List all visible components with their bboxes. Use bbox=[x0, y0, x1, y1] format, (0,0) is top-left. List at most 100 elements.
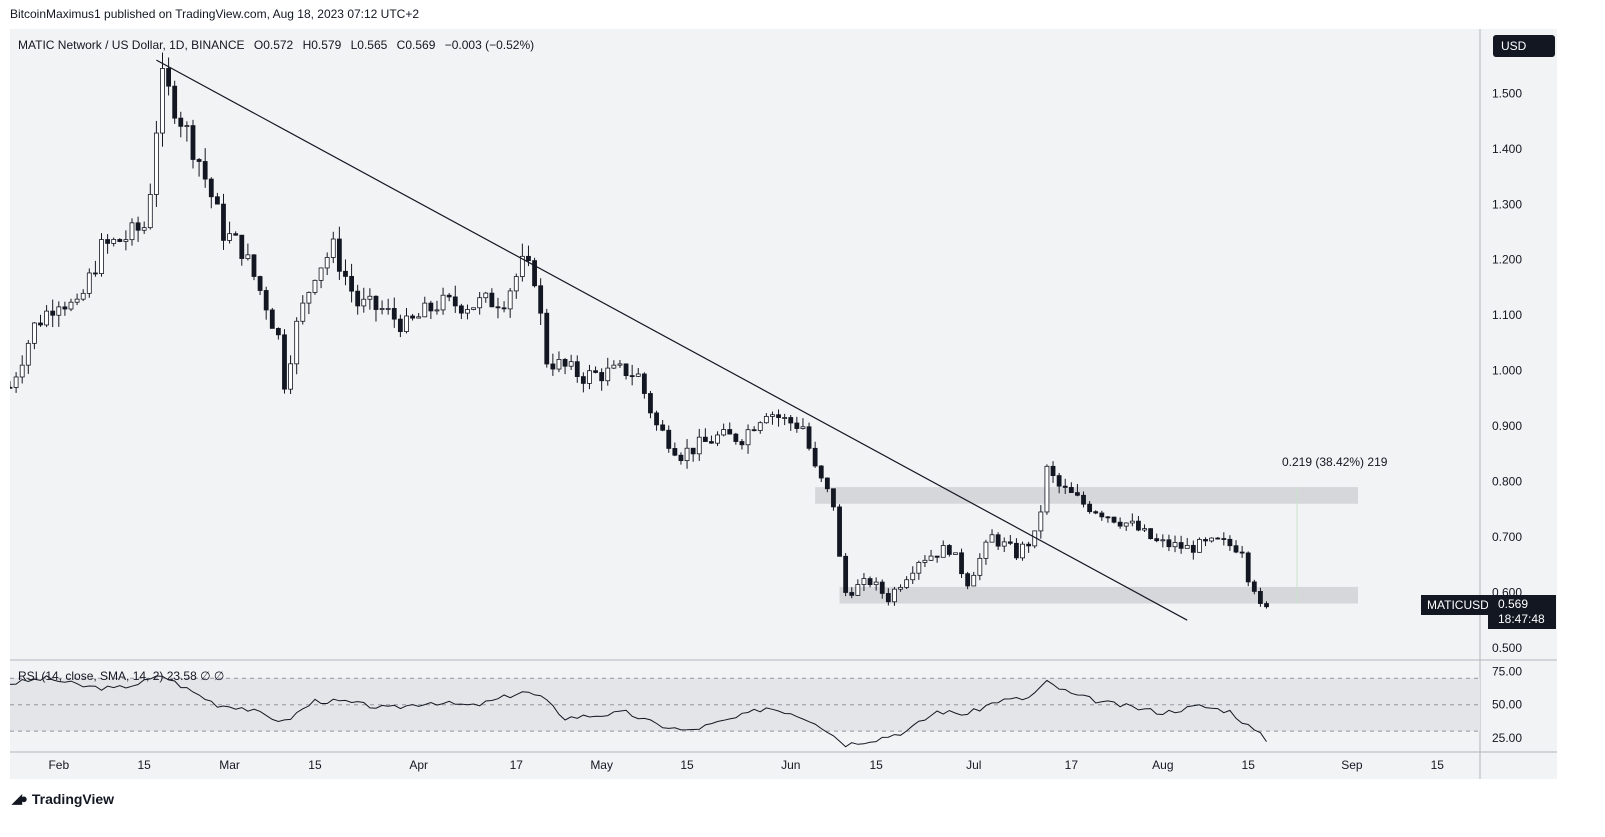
published-caption: BitcoinMaximus1 published on TradingView… bbox=[10, 7, 420, 21]
candle-body bbox=[873, 581, 879, 586]
price-tick-label: 0.700 bbox=[1492, 530, 1522, 544]
time-tick-label: 17 bbox=[1065, 758, 1079, 772]
candle-body bbox=[946, 545, 952, 555]
candle-body bbox=[428, 302, 434, 312]
candle-body bbox=[1233, 545, 1239, 553]
chart-area[interactable]: 1.500 1.400 1.300 1.200 1.100 1.000 0.900 0.800… bbox=[10, 29, 1557, 779]
candle-body bbox=[885, 593, 891, 603]
candle-body bbox=[934, 555, 940, 558]
candle-body bbox=[440, 294, 446, 311]
candle-body bbox=[824, 477, 830, 490]
tradingview-logo[interactable]: ◢● TradingView bbox=[12, 791, 114, 807]
main-pane bbox=[10, 29, 1480, 659]
time-tick-label: Feb bbox=[48, 758, 69, 772]
time-tick-label: 15 bbox=[869, 758, 883, 772]
rsi-tick-label: 75.00 bbox=[1492, 665, 1522, 679]
low-value: 0.565 bbox=[357, 38, 388, 52]
candle-body bbox=[599, 372, 605, 382]
candle-body bbox=[519, 255, 525, 277]
candle-body bbox=[1123, 522, 1129, 527]
candle-body bbox=[471, 307, 476, 310]
candle-body bbox=[733, 433, 739, 442]
candle-body bbox=[501, 307, 507, 310]
chart-canvas[interactable]: 1.500 1.400 1.300 1.200 1.100 1.000 0.900 0.800… bbox=[10, 29, 1557, 779]
candle-body bbox=[465, 309, 470, 314]
candle-body bbox=[666, 429, 672, 449]
candle-body bbox=[849, 592, 855, 596]
candle-body bbox=[1154, 538, 1160, 542]
candle-body bbox=[343, 270, 348, 277]
candle-body bbox=[892, 588, 897, 603]
time-tick-label: May bbox=[590, 758, 613, 772]
candle-body bbox=[1105, 516, 1111, 519]
candle-body bbox=[80, 292, 86, 300]
candle-body bbox=[995, 534, 1001, 547]
candle-body bbox=[349, 275, 354, 292]
candle-body bbox=[904, 579, 910, 588]
rsi-value: 23.58 bbox=[166, 669, 197, 683]
candle-body bbox=[373, 295, 379, 310]
candle-body bbox=[123, 239, 129, 242]
candle-body bbox=[397, 318, 403, 332]
symbol-name[interactable]: MATIC Network / US Dollar, 1D, BINANCE bbox=[18, 38, 245, 52]
candle-body bbox=[324, 257, 330, 269]
candle-body bbox=[190, 125, 196, 160]
candle-body bbox=[166, 68, 171, 87]
descending-trendline bbox=[156, 59, 1188, 621]
high-value: 0.579 bbox=[311, 38, 342, 52]
candle-body bbox=[1245, 552, 1251, 583]
candle-body bbox=[458, 305, 464, 314]
candle-body bbox=[593, 370, 598, 373]
candle-body bbox=[391, 308, 397, 320]
candle-body bbox=[117, 239, 123, 242]
candle-body bbox=[1142, 528, 1147, 531]
candle-body bbox=[422, 302, 428, 318]
support-zone-0 bbox=[815, 487, 1359, 504]
time-tick-label: 15 bbox=[308, 758, 322, 772]
candle-body bbox=[709, 441, 714, 444]
candle-body bbox=[1197, 539, 1202, 553]
candle-body bbox=[1227, 538, 1233, 547]
candle-body bbox=[794, 422, 800, 429]
candle-body bbox=[92, 272, 98, 275]
currency-button[interactable]: USD bbox=[1493, 35, 1555, 57]
candle-body bbox=[916, 562, 922, 574]
candle-body bbox=[196, 159, 202, 162]
tradingview-logo-icon: ◢● bbox=[12, 791, 28, 806]
price-tag: 0.569 18:47:48 bbox=[1488, 595, 1556, 629]
candle-body bbox=[361, 298, 367, 307]
candle-body bbox=[1184, 544, 1190, 549]
time-tick-label: 15 bbox=[1242, 758, 1256, 772]
candle-body bbox=[153, 132, 159, 195]
candle-body bbox=[1117, 521, 1123, 527]
candle-body bbox=[1160, 539, 1166, 542]
candle-body bbox=[233, 233, 239, 236]
candle-body bbox=[336, 238, 342, 272]
candle-body bbox=[1007, 541, 1013, 544]
candle-body bbox=[812, 447, 818, 467]
candle-body bbox=[983, 541, 989, 559]
candle-body bbox=[635, 373, 641, 377]
rsi-extra: ∅ ∅ bbox=[200, 669, 225, 683]
candle-body bbox=[1129, 520, 1135, 524]
candle-body bbox=[263, 290, 269, 311]
candle-body bbox=[861, 578, 867, 585]
candle-body bbox=[684, 447, 690, 462]
candle-body bbox=[751, 429, 757, 432]
candle-body bbox=[227, 233, 232, 241]
candle-body bbox=[245, 254, 251, 259]
candle-body bbox=[928, 555, 934, 561]
candle-body bbox=[74, 298, 80, 303]
candle-body bbox=[1258, 591, 1263, 604]
candle-body bbox=[269, 309, 275, 329]
candle-body bbox=[56, 306, 62, 316]
candle-body bbox=[62, 306, 68, 310]
time-tick-label: Mar bbox=[219, 758, 240, 772]
candle-body bbox=[19, 364, 25, 378]
candle-body bbox=[86, 272, 92, 294]
rsi-label[interactable]: RSI (14, close, SMA, 14, 2) bbox=[18, 669, 164, 683]
candle-body bbox=[416, 316, 422, 319]
candle-body bbox=[672, 448, 678, 456]
candle-body bbox=[251, 254, 257, 277]
candle-body bbox=[38, 322, 43, 326]
